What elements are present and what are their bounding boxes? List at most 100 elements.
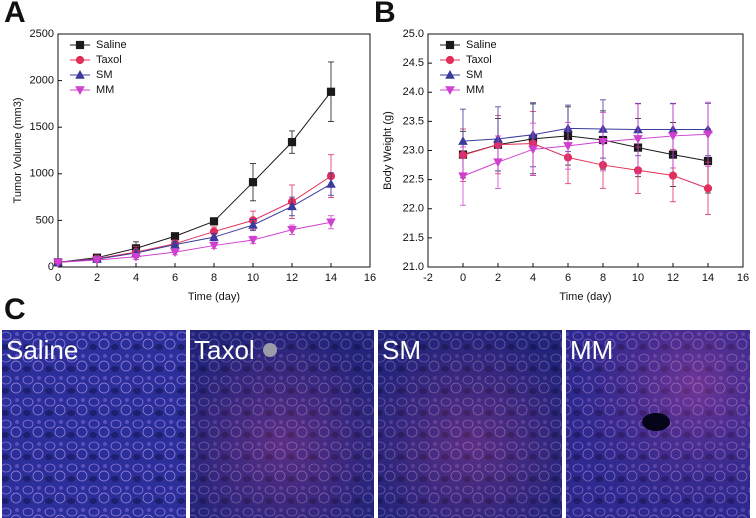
- y-tick-label: 21.0: [403, 261, 424, 273]
- y-tick-label: 2500: [30, 28, 54, 40]
- x-tick-label: 12: [286, 272, 298, 284]
- image-label: Taxol: [194, 335, 255, 365]
- series-line: [57, 91, 332, 263]
- marker: [326, 179, 336, 188]
- marker: [445, 86, 455, 95]
- marker: [287, 225, 297, 235]
- image-label: Saline: [6, 335, 78, 365]
- x-tick-label: 0: [460, 272, 466, 284]
- x-tick-label: 8: [600, 272, 606, 284]
- micrograph-tint: [378, 330, 562, 518]
- marker: [53, 258, 63, 268]
- marker: [703, 184, 713, 193]
- legend-label: MM: [466, 84, 484, 96]
- y-tick-label: 1000: [30, 168, 54, 180]
- marker: [170, 232, 180, 241]
- y-tick-label: 22.5: [403, 174, 424, 186]
- x-tick-label: 2: [94, 272, 100, 284]
- legend-label: SM: [466, 69, 483, 81]
- marker: [563, 142, 573, 151]
- y-tick-label: 23.5: [403, 115, 424, 127]
- marker: [668, 132, 678, 141]
- y-tick-label: 23.0: [403, 144, 424, 156]
- legend-label: Taxol: [96, 54, 122, 66]
- micrograph-tint: [190, 330, 374, 518]
- y-tick-label: 0: [48, 261, 54, 273]
- x-axis-title: Time (day): [559, 291, 611, 303]
- marker: [528, 145, 538, 155]
- x-tick-label: 12: [667, 272, 679, 284]
- image-label: SM: [382, 335, 421, 365]
- x-tick-label: 14: [702, 272, 714, 284]
- legend-label: Taxol: [466, 54, 492, 66]
- y-tick-label: 2000: [30, 75, 54, 87]
- marker: [458, 136, 468, 145]
- y-tick-label: 1500: [30, 121, 54, 133]
- micrograph-debris: [263, 343, 277, 357]
- marker: [445, 55, 455, 65]
- x-tick-label: 4: [133, 272, 139, 284]
- marker: [493, 158, 503, 168]
- series-line: [57, 183, 332, 263]
- marker: [703, 130, 713, 140]
- y-tick-label: 22.0: [403, 203, 424, 215]
- x-tick-label: 4: [530, 272, 536, 284]
- marker: [633, 135, 643, 144]
- y-tick-label: 25.0: [403, 28, 424, 40]
- marker: [248, 178, 258, 187]
- marker: [445, 40, 455, 50]
- series-line: [462, 143, 709, 189]
- y-axis-title: Body Weight (g): [382, 111, 394, 190]
- marker: [75, 55, 85, 65]
- marker: [209, 241, 219, 251]
- marker: [668, 171, 678, 180]
- legend-label: MM: [96, 84, 114, 96]
- marker: [248, 236, 258, 245]
- x-tick-label: 10: [632, 272, 644, 284]
- series-line: [462, 133, 709, 177]
- marker: [287, 138, 297, 147]
- y-tick-label: 24.5: [403, 57, 424, 69]
- x-tick-label: -2: [423, 272, 433, 284]
- series-line: [462, 135, 709, 162]
- x-tick-label: 16: [364, 272, 376, 284]
- panel-label: C: [4, 293, 26, 326]
- marker: [75, 40, 85, 50]
- legend-label: Saline: [96, 39, 127, 51]
- y-axis-title: Tumor Volume (mm3): [12, 98, 24, 204]
- marker: [287, 201, 297, 211]
- legend-label: Saline: [466, 39, 497, 51]
- marker: [170, 248, 180, 258]
- y-tick-label: 500: [36, 214, 54, 226]
- marker: [92, 256, 102, 266]
- legend-label: SM: [96, 69, 113, 81]
- x-tick-label: 6: [565, 272, 571, 284]
- x-tick-label: 6: [172, 272, 178, 284]
- panel-label: A: [4, 0, 26, 29]
- marker: [75, 86, 85, 95]
- image-label: MM: [570, 335, 613, 365]
- series-line: [57, 175, 332, 263]
- marker: [445, 70, 455, 79]
- y-tick-label: 21.5: [403, 232, 424, 244]
- x-tick-label: 10: [247, 272, 259, 284]
- marker: [326, 218, 336, 228]
- panel-label: B: [374, 0, 396, 29]
- marker: [209, 232, 219, 241]
- x-tick-label: 0: [55, 272, 61, 284]
- marker: [458, 172, 468, 182]
- marker: [598, 138, 608, 147]
- marker: [131, 253, 141, 262]
- marker: [209, 217, 219, 226]
- marker: [170, 239, 180, 249]
- micrograph-void: [642, 413, 670, 431]
- marker: [326, 87, 336, 96]
- marker: [248, 220, 258, 229]
- x-tick-label: 8: [211, 272, 217, 284]
- x-tick-label: 14: [325, 272, 337, 284]
- series-line: [462, 127, 708, 142]
- marker: [75, 70, 85, 79]
- x-tick-label: 16: [737, 272, 749, 284]
- series-line: [57, 221, 332, 263]
